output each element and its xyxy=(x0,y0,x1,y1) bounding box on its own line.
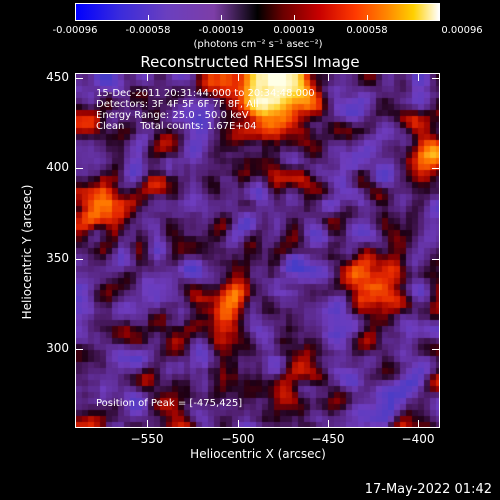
y-tick-label: 350 xyxy=(46,251,69,265)
x-tick-mark xyxy=(418,420,419,428)
timestamp: 17-May-2022 01:42 xyxy=(364,482,492,497)
plot-title: Reconstructed RHESSI Image xyxy=(140,53,360,71)
x-axis-label: Heliocentric X (arcsec) xyxy=(190,447,326,461)
colorbar-tick xyxy=(439,15,440,21)
colorbar-tick xyxy=(75,15,76,21)
y-tick-mark xyxy=(75,78,83,79)
colorbar-tick xyxy=(294,15,295,21)
x-tick-label: −400 xyxy=(401,432,435,446)
colorbar-tick xyxy=(148,15,149,21)
x-tick-mark xyxy=(328,73,329,81)
annotation-detectors: Detectors: 3F 4F 5F 6F 7F 8F, All xyxy=(96,99,259,110)
colorbar-tick-label: 0.00058 xyxy=(346,25,388,36)
heatmap-canvas xyxy=(76,74,439,427)
colorbar-tick-label: -0.00019 xyxy=(198,25,244,36)
x-tick-mark xyxy=(238,73,239,81)
x-tick-label: −500 xyxy=(221,432,255,446)
y-tick-mark xyxy=(432,349,440,350)
y-tick-mark xyxy=(432,168,440,169)
y-tick-mark xyxy=(75,349,83,350)
x-tick-label: −450 xyxy=(311,432,345,446)
annotation-time: 15-Dec-2011 20:31:44.000 to 20:34:48.000 xyxy=(96,88,315,99)
x-tick-label: −550 xyxy=(130,432,164,446)
annotation-counts: Clean Total counts: 1.67E+04 xyxy=(96,121,257,132)
colorbar-tick-label: 0.00019 xyxy=(273,25,315,36)
y-tick-mark xyxy=(75,168,83,169)
annotation-peak: Position of Peak = [-475,425] xyxy=(96,398,243,409)
rhessi-image: 15-Dec-2011 20:31:44.000 to 20:34:48.000… xyxy=(75,73,440,428)
y-tick-label: 400 xyxy=(46,160,69,174)
y-tick-mark xyxy=(75,259,83,260)
y-tick-mark xyxy=(432,78,440,79)
x-tick-mark xyxy=(418,73,419,81)
colorbar xyxy=(75,3,440,21)
x-tick-mark xyxy=(147,73,148,81)
colorbar-tick-label: -0.00096 xyxy=(52,25,98,36)
y-tick-label: 450 xyxy=(46,70,69,84)
colorbar-tick xyxy=(367,15,368,21)
y-tick-label: 300 xyxy=(46,341,69,355)
x-tick-mark xyxy=(238,420,239,428)
colorbar-tick-label: -0.00058 xyxy=(125,25,171,36)
colorbar-tick-label: 0.00096 xyxy=(441,25,483,36)
colorbar-tick xyxy=(221,15,222,21)
y-tick-mark xyxy=(432,259,440,260)
x-tick-mark xyxy=(328,420,329,428)
colorbar-units: (photons cm⁻² s⁻¹ asec⁻²) xyxy=(193,39,323,50)
y-axis-label: Heliocentric Y (arcsec) xyxy=(20,184,34,320)
annotation-energy: Energy Range: 25.0 - 50.0 keV xyxy=(96,110,249,121)
x-tick-mark xyxy=(147,420,148,428)
